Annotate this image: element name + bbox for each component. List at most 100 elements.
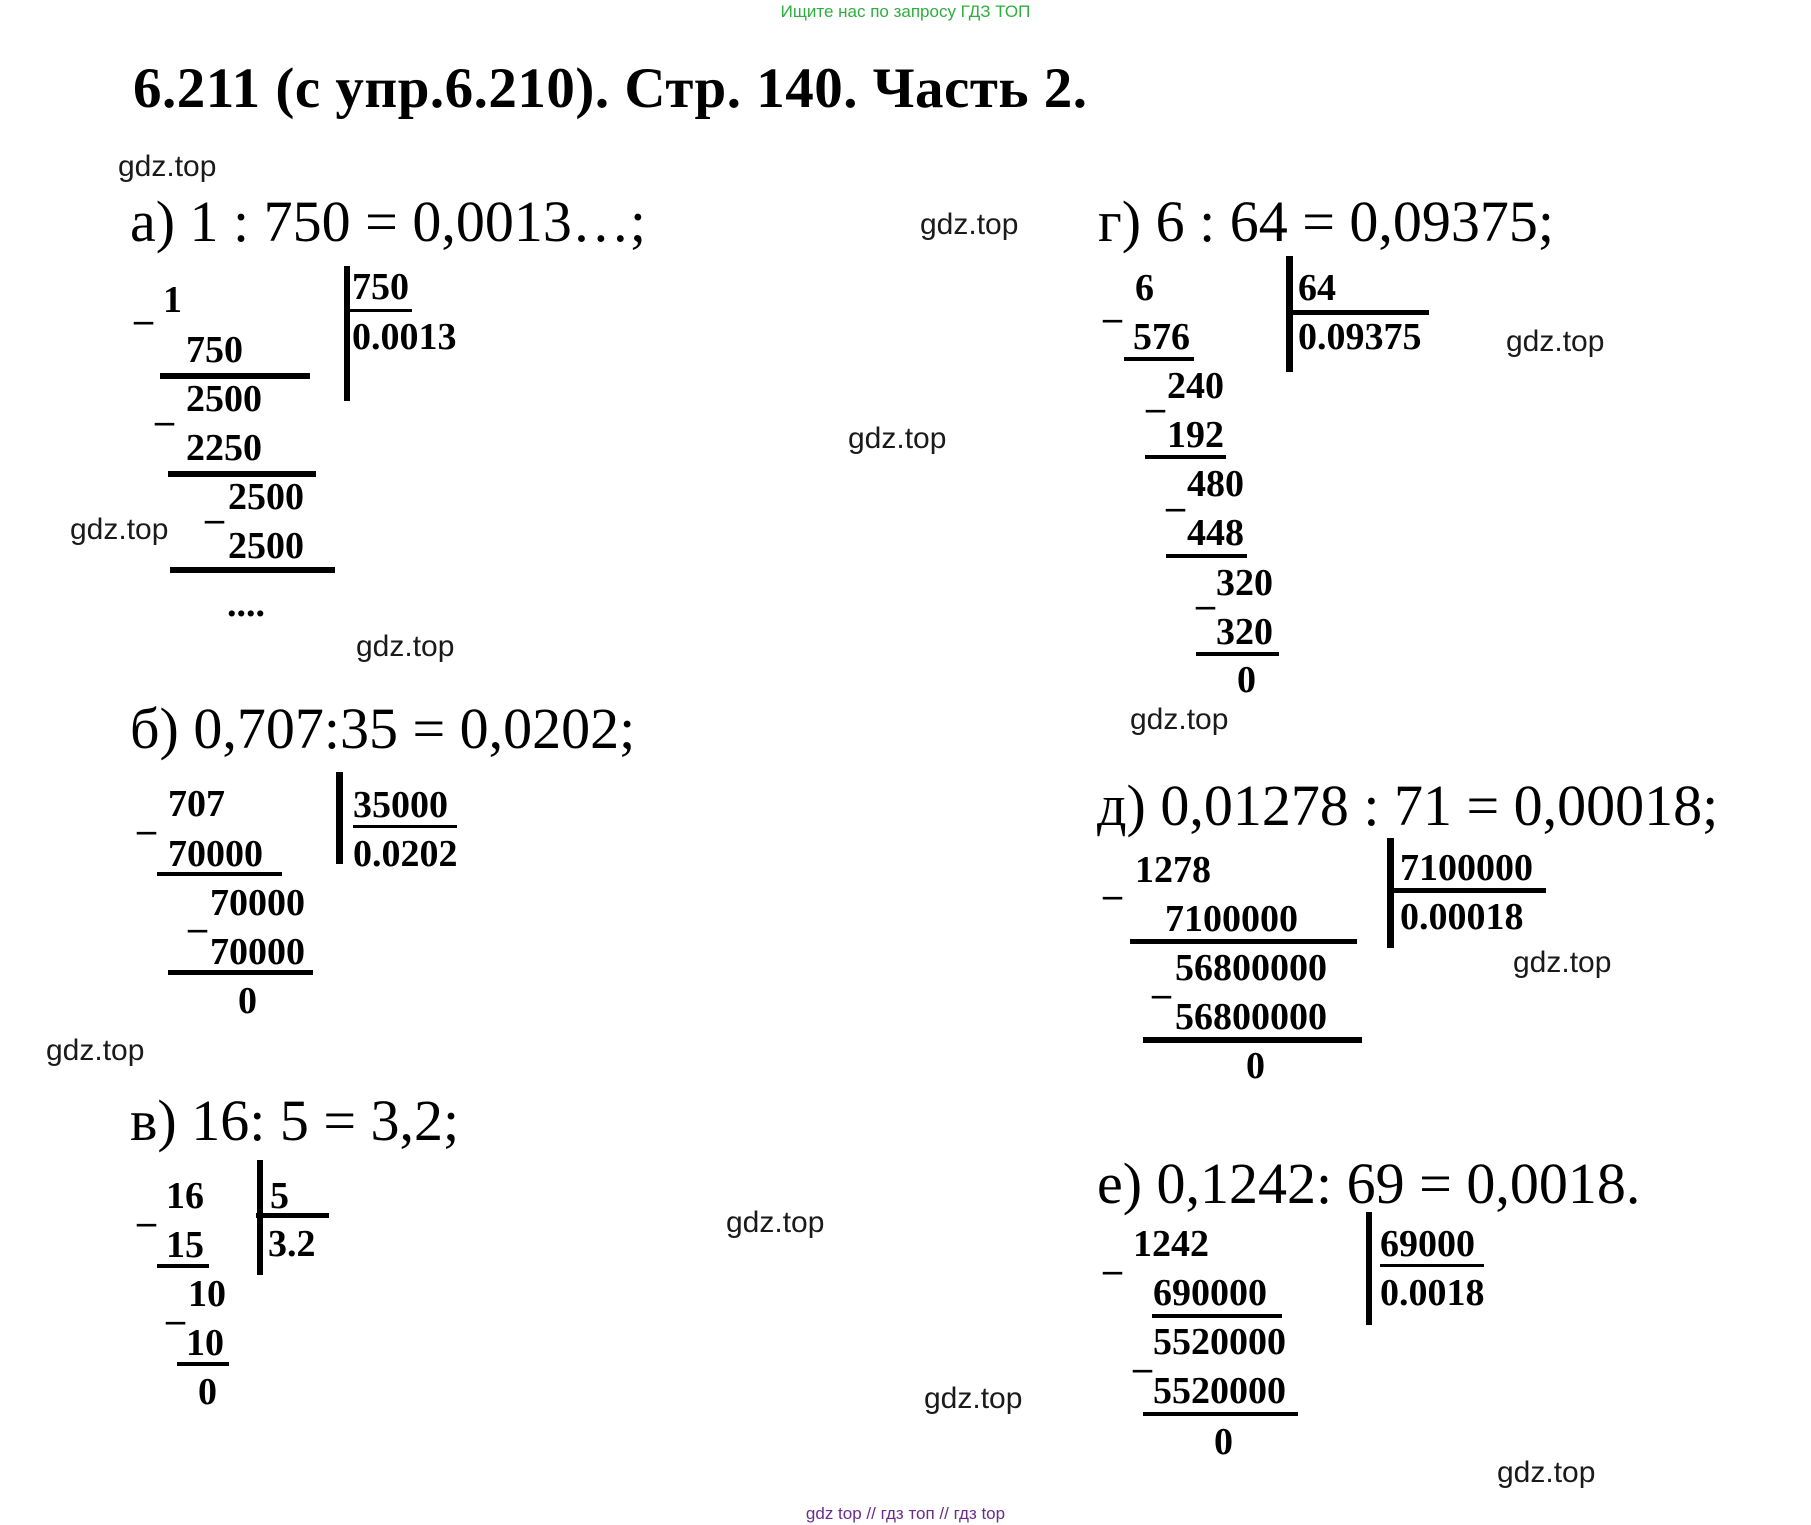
- subtraction-line: [1143, 1412, 1298, 1416]
- quotient: 3.2: [268, 1223, 316, 1265]
- problem-b-header: б) 0,707:35 = 0,0202;: [130, 696, 636, 761]
- minus-sign: _: [1103, 1236, 1122, 1278]
- problem-v-header: в) 16: 5 = 3,2;: [130, 1088, 460, 1153]
- division-bar-vertical: [1387, 838, 1394, 948]
- footer-links: gdz top // гдз топ // гдз top: [805, 1504, 1006, 1523]
- divisor-underline: [1293, 310, 1429, 315]
- top-search-note: Ищите нас по запросу ГДЗ ТОП: [780, 2, 1031, 21]
- step: 2500: [228, 525, 304, 567]
- remainder: 0: [198, 1371, 217, 1413]
- step: 5520000: [1153, 1370, 1286, 1412]
- watermark: gdz.top: [924, 1382, 1023, 1415]
- watermark: gdz.top: [1506, 325, 1605, 358]
- watermark: gdz.top: [46, 1034, 145, 1067]
- subtraction-line: [1166, 554, 1247, 558]
- minus-sign: _: [137, 1188, 156, 1230]
- step: 7100000: [1165, 898, 1298, 940]
- step: 192: [1167, 414, 1224, 456]
- quotient: 0.0013: [352, 316, 457, 358]
- minus-sign: _: [1166, 473, 1185, 515]
- problem-a-header: а) 1 : 750 = 0,0013…;: [130, 189, 646, 254]
- dividend: 16: [166, 1175, 204, 1217]
- watermark: gdz.top: [356, 630, 455, 663]
- subtraction-line: [1130, 939, 1357, 944]
- minus-sign: _: [134, 286, 153, 328]
- divisor: 5: [270, 1175, 289, 1217]
- step: 480: [1187, 463, 1244, 505]
- minus-sign: _: [166, 1286, 185, 1328]
- minus-sign: _: [1103, 284, 1122, 326]
- watermark: gdz.top: [1497, 1456, 1596, 1489]
- step: 10: [186, 1322, 224, 1364]
- divisor: 35000: [353, 784, 448, 826]
- minus-sign: _: [1196, 571, 1215, 613]
- watermark: gdz.top: [1130, 703, 1229, 736]
- subtraction-line: [168, 471, 316, 477]
- minus-sign: _: [137, 796, 156, 838]
- minus-sign: _: [1152, 960, 1171, 1002]
- step: 15: [166, 1224, 204, 1266]
- ellipsis: ....: [227, 583, 265, 625]
- step: 320: [1216, 562, 1273, 604]
- step: 2500: [228, 476, 304, 518]
- step: 750: [186, 329, 243, 371]
- division-bar-vertical: [336, 772, 343, 864]
- divisor: 7100000: [1400, 847, 1533, 889]
- divisor-underline: [353, 825, 457, 828]
- dividend: 6: [1135, 267, 1154, 309]
- subtraction-line: [1143, 1037, 1362, 1043]
- subtraction-line: [1196, 652, 1279, 656]
- division-bar-vertical: [1366, 1212, 1372, 1325]
- subtraction-line: [168, 970, 313, 975]
- quotient: 0.0202: [353, 833, 458, 875]
- remainder: 0: [1246, 1045, 1265, 1087]
- step: 448: [1187, 512, 1244, 554]
- divisor-underline: [1394, 888, 1546, 893]
- problem-d-header: д) 0,01278 : 71 = 0,00018;: [1097, 773, 1719, 838]
- division-bar-vertical: [1286, 256, 1293, 372]
- page-title: 6.211 (с упр.6.210). Стр. 140. Часть 2.: [133, 57, 1088, 120]
- dividend: 1: [163, 279, 182, 321]
- subtraction-line: [160, 373, 310, 379]
- subtraction-line: [157, 872, 282, 876]
- step: 576: [1133, 316, 1190, 358]
- divisor: 69000: [1380, 1223, 1475, 1265]
- step: 56800000: [1175, 947, 1327, 989]
- minus-sign: _: [1103, 861, 1122, 903]
- watermark: gdz.top: [118, 150, 217, 183]
- subtraction-line: [1152, 1314, 1282, 1318]
- minus-sign: _: [1146, 374, 1165, 416]
- remainder: 0: [1214, 1421, 1233, 1463]
- problem-g-header: г) 6 : 64 = 0,09375;: [1098, 189, 1555, 254]
- watermark: gdz.top: [1513, 946, 1612, 979]
- watermark: gdz.top: [920, 208, 1019, 241]
- quotient: 0.09375: [1298, 316, 1422, 358]
- quotient: 0.00018: [1400, 896, 1524, 938]
- minus-sign: _: [1133, 1334, 1152, 1376]
- subtraction-line: [177, 1362, 229, 1366]
- step: 320: [1216, 611, 1273, 653]
- division-bar-vertical: [344, 266, 350, 401]
- divisor: 750: [352, 266, 409, 308]
- step: 70000: [210, 882, 305, 924]
- problem-e-header: е) 0,1242: 69 = 0,0018.: [1097, 1151, 1641, 1216]
- dividend: 707: [168, 783, 225, 825]
- subtraction-line: [1145, 455, 1226, 459]
- watermark: gdz.top: [70, 513, 169, 546]
- step: 690000: [1153, 1272, 1267, 1314]
- watermark: gdz.top: [726, 1206, 825, 1239]
- divisor-underline: [1380, 1264, 1484, 1267]
- divisor-underline: [350, 309, 412, 312]
- step: 10: [188, 1273, 226, 1315]
- step: 70000: [168, 833, 263, 875]
- minus-sign: _: [155, 387, 174, 429]
- divisor: 64: [1298, 267, 1336, 309]
- dividend: 1278: [1135, 849, 1211, 891]
- minus-sign: _: [205, 485, 224, 527]
- subtraction-line: [157, 1264, 209, 1268]
- quotient: 0.0018: [1380, 1272, 1485, 1314]
- step: 70000: [210, 931, 305, 973]
- step: 2250: [186, 427, 262, 469]
- remainder: 0: [1237, 659, 1256, 701]
- step: 56800000: [1175, 996, 1327, 1038]
